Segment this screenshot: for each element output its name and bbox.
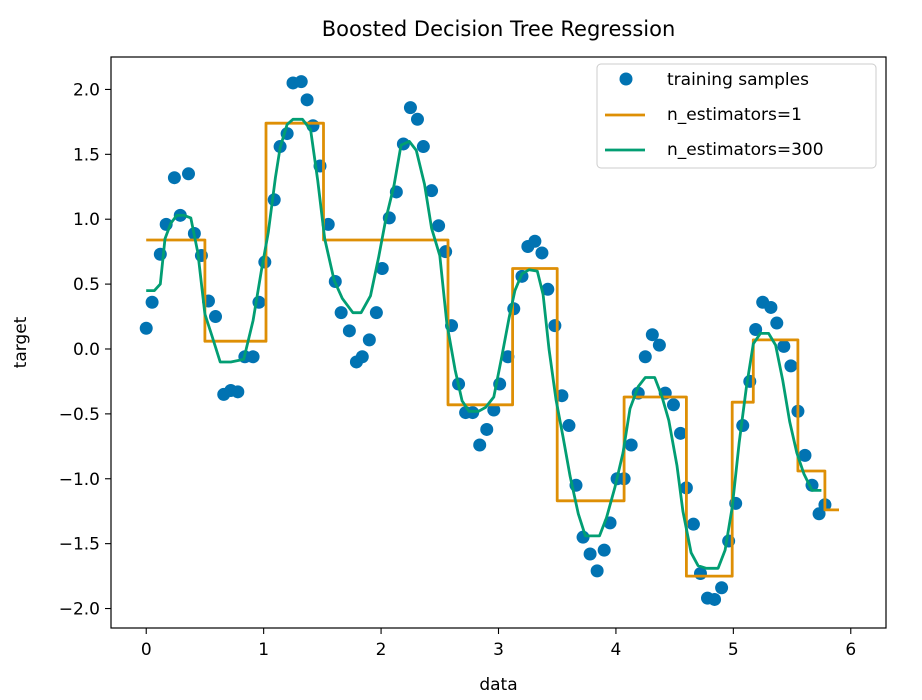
training-sample-point: [182, 167, 195, 181]
training-sample-point: [638, 350, 652, 364]
x-tick-label: 3: [493, 640, 504, 660]
training-sample-point: [139, 321, 153, 335]
training-sample-point: [624, 438, 638, 452]
x-tick-label: 5: [728, 640, 739, 660]
legend-entry-label: training samples: [667, 70, 809, 90]
x-tick-label: 1: [258, 640, 269, 660]
legend-box: [596, 63, 877, 169]
training-sample-point: [300, 93, 314, 107]
training-sample-point: [209, 310, 223, 324]
training-sample-point: [674, 426, 688, 440]
plot-area: [139, 75, 839, 606]
y-tick-label: 2.0: [73, 80, 100, 100]
training-sample-point: [416, 140, 430, 154]
training-sample-point: [501, 350, 515, 364]
training-sample-point: [528, 234, 542, 248]
y-tick-label: 1.5: [73, 145, 100, 165]
training-sample-point: [231, 385, 245, 399]
training-sample-point: [798, 448, 812, 462]
training-sample-point: [342, 324, 356, 338]
training-sample-point: [708, 592, 722, 606]
y-tick-label: 0.0: [73, 340, 100, 360]
x-tick-label: 4: [611, 640, 622, 660]
y-axis-label: target: [11, 316, 31, 368]
y-tick-label: 1.0: [73, 210, 100, 230]
training-sample-point: [576, 530, 590, 544]
training-sample-point: [555, 389, 569, 403]
training-sample-point: [355, 350, 369, 364]
x-axis-label: data: [479, 675, 517, 695]
training-sample-point: [362, 333, 376, 347]
training-sample-point: [770, 316, 784, 330]
training-sample-point: [473, 438, 487, 452]
x-tick-label: 2: [376, 640, 387, 660]
training-sample-point: [375, 262, 389, 276]
training-sample-point: [764, 300, 778, 314]
training-sample-point: [562, 419, 576, 433]
training-sample-point: [666, 398, 680, 412]
legend-entry-label: n_estimators=1: [667, 105, 802, 125]
y-tick-label: −1.5: [59, 535, 100, 555]
training-sample-point: [548, 319, 562, 333]
y-tick-label: −0.5: [59, 405, 100, 425]
training-sample-point: [784, 359, 798, 373]
training-sample-point: [145, 295, 159, 309]
y-axis: −2.0 −1.5 −1.0 −0.5 0.0 0.5 1.0 1.5 2.0: [59, 80, 111, 620]
training-sample-point: [334, 306, 348, 320]
training-sample-point: [583, 547, 597, 561]
training-sample-point: [425, 184, 439, 198]
legend-entry-label: n_estimators=300: [667, 140, 824, 160]
training-sample-point: [597, 543, 611, 557]
training-sample-point: [432, 219, 446, 233]
legend-marker-samples: [619, 72, 633, 86]
training-sample-point: [487, 403, 501, 417]
training-sample-point: [777, 339, 791, 353]
training-sample-point: [535, 246, 549, 260]
legend: training samples n_estimators=1 n_estimato…: [596, 63, 877, 169]
training-sample-point: [369, 306, 383, 320]
x-tick-label: 6: [845, 640, 856, 660]
training-sample-point: [294, 75, 308, 89]
training-sample-point: [715, 581, 729, 595]
training-sample-point: [590, 564, 604, 578]
y-tick-label: −1.0: [59, 470, 100, 490]
training-sample-point: [480, 422, 494, 436]
training-sample-point: [749, 323, 763, 337]
y-tick-label: −2.0: [59, 600, 100, 620]
training-sample-point: [321, 217, 335, 231]
x-axis: 0 1 2 3 4 5 6: [141, 628, 856, 660]
training-sample-point: [652, 338, 666, 352]
training-sample-point: [246, 350, 260, 364]
series-line-n-estimators-1: [146, 121, 839, 578]
x-tick-label: 0: [141, 640, 152, 660]
training-sample-point: [686, 517, 700, 531]
training-sample-point: [645, 328, 659, 342]
training-sample-point: [541, 282, 555, 296]
training-sample-point: [410, 112, 424, 126]
training-sample-point: [403, 101, 417, 115]
series-line-n-estimators-300: [146, 117, 822, 570]
chart-title: Boosted Decision Tree Regression: [322, 17, 676, 41]
training-sample-point: [167, 171, 181, 185]
y-tick-label: 0.5: [73, 275, 100, 295]
